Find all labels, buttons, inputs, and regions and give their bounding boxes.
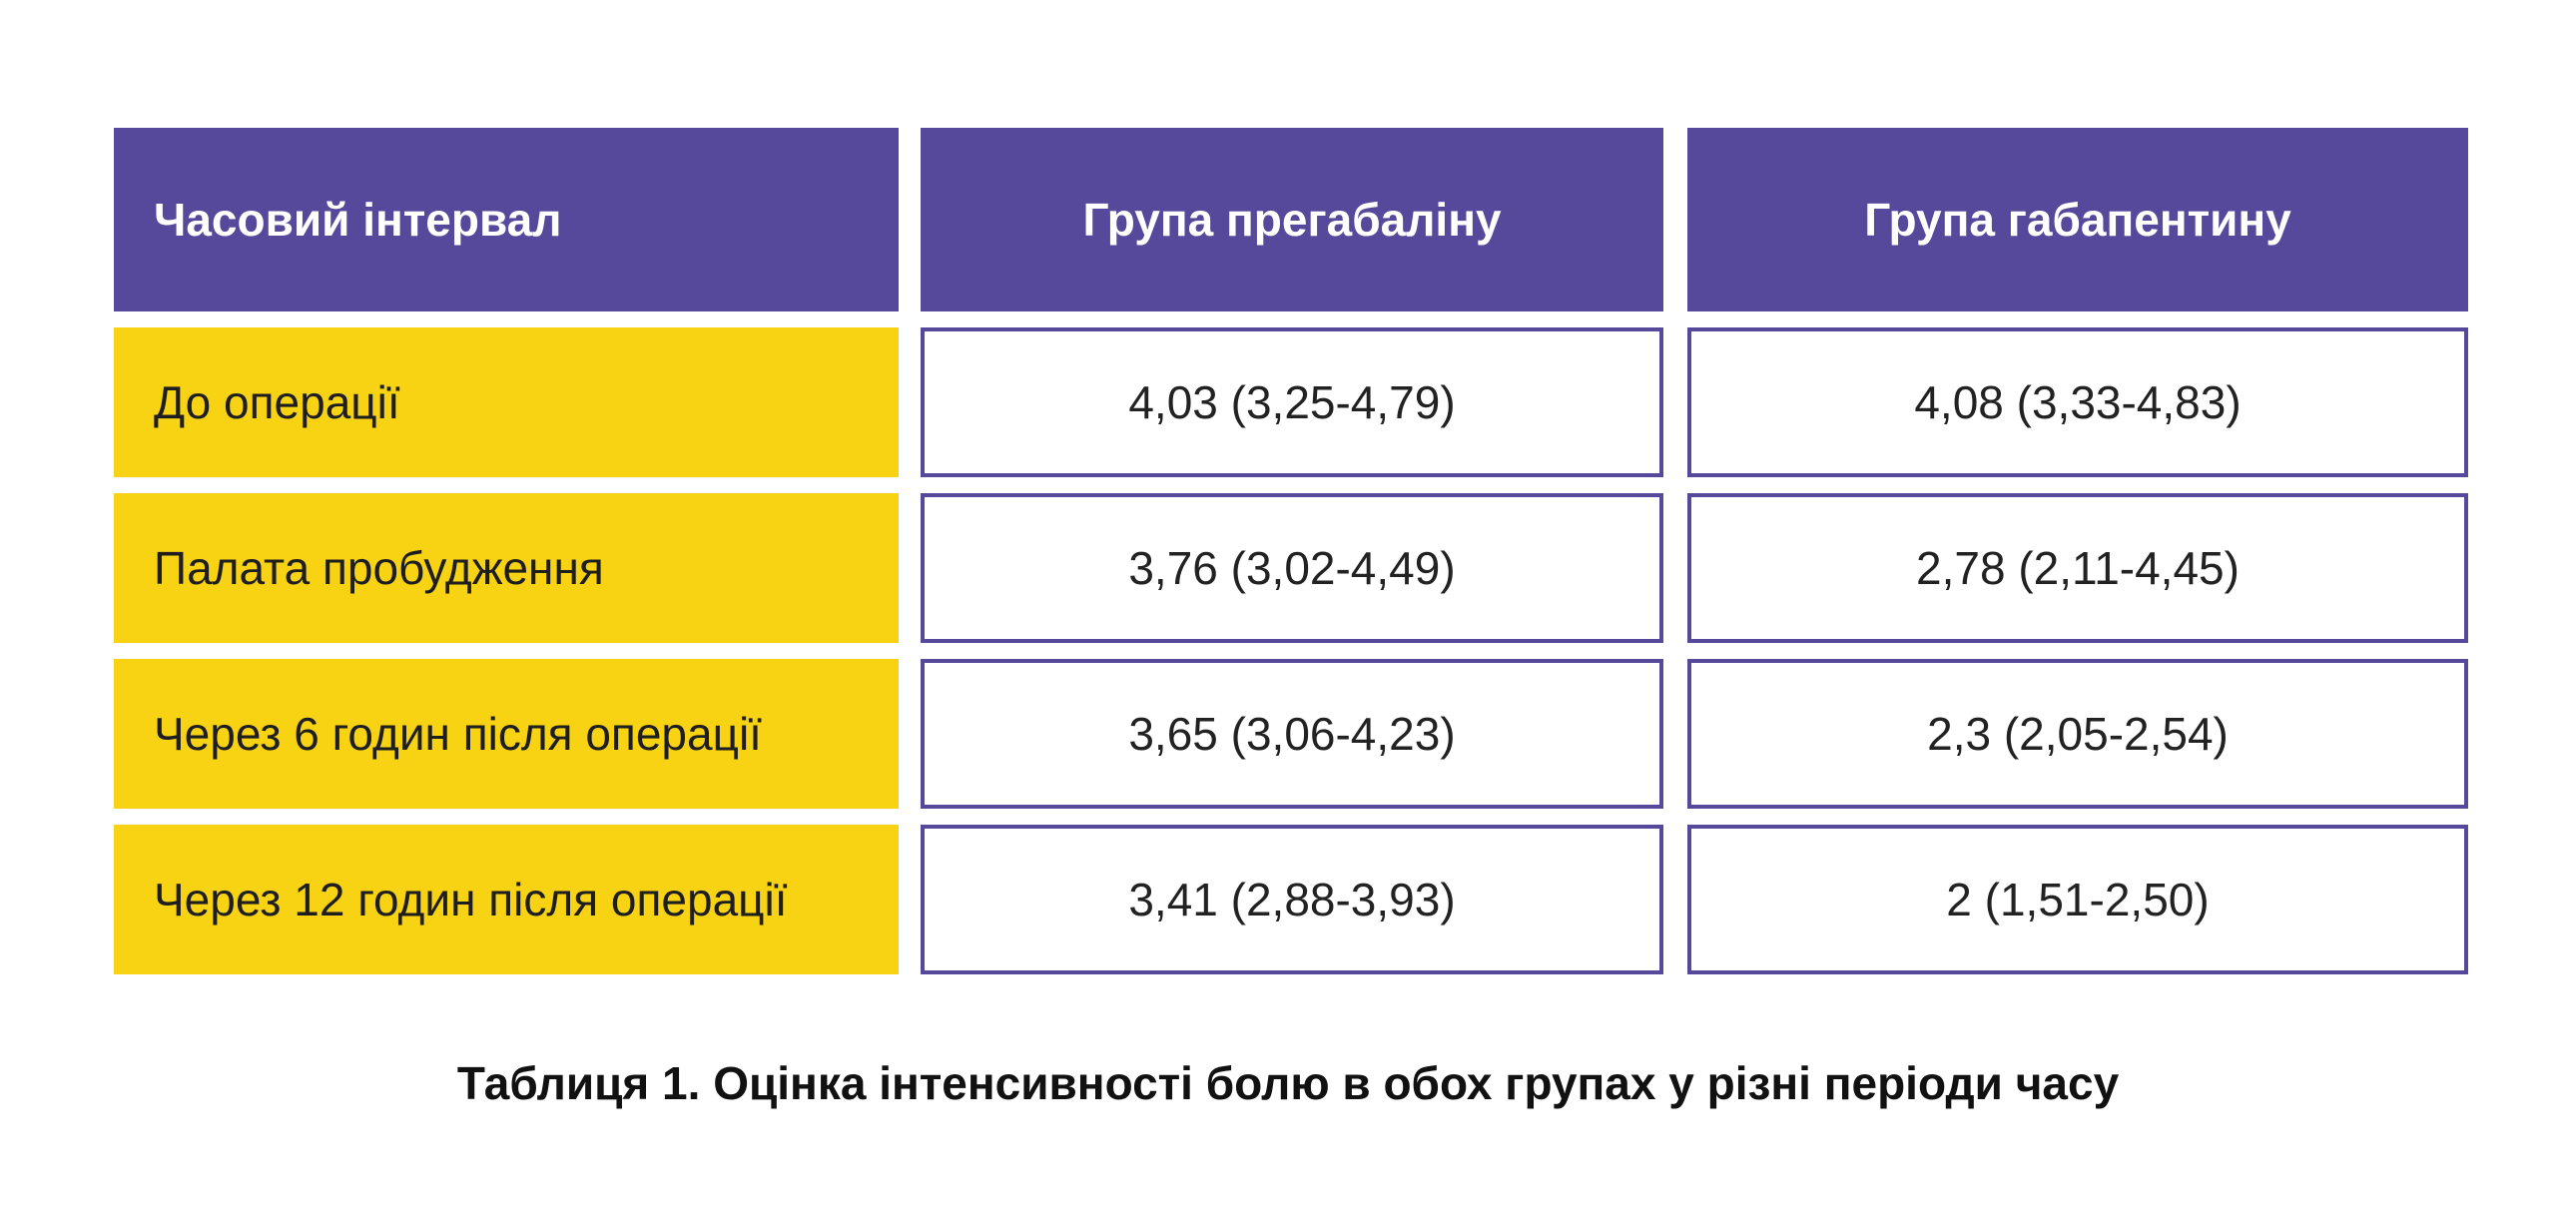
- pregabalin-value: 3,65 (3,06-4,23): [921, 659, 1663, 809]
- header-gabapentin-group: Група габапентину: [1687, 128, 2468, 311]
- header-time-interval: Часовий інтервал: [114, 128, 899, 311]
- pain-intensity-table: Часовий інтервал Група прегабаліну Група…: [114, 128, 2468, 990]
- row-interval-label: Через 12 годин після операції: [114, 825, 899, 974]
- table-row: Через 12 годин після операції 3,41 (2,88…: [114, 825, 2468, 974]
- table-caption: Таблиця 1. Оцінка інтенсивності болю в о…: [456, 1057, 2120, 1109]
- row-interval-label: Через 6 годин після операції: [114, 659, 899, 809]
- table-row: Через 6 годин після операції 3,65 (3,06-…: [114, 659, 2468, 809]
- table-row: Палата пробудження 3,76 (3,02-4,49) 2,78…: [114, 493, 2468, 643]
- header-pregabalin-group: Група прегабаліну: [921, 128, 1663, 311]
- row-interval-label: До операції: [114, 327, 899, 477]
- table-row: До операції 4,03 (3,25-4,79) 4,08 (3,33-…: [114, 327, 2468, 477]
- gabapentin-value: 4,08 (3,33-4,83): [1687, 327, 2468, 477]
- pregabalin-value: 4,03 (3,25-4,79): [921, 327, 1663, 477]
- gabapentin-value: 2,3 (2,05-2,54): [1687, 659, 2468, 809]
- gabapentin-value: 2 (1,51-2,50): [1687, 825, 2468, 974]
- row-interval-label: Палата пробудження: [114, 493, 899, 643]
- pregabalin-value: 3,41 (2,88-3,93): [921, 825, 1663, 974]
- gabapentin-value: 2,78 (2,11-4,45): [1687, 493, 2468, 643]
- pregabalin-value: 3,76 (3,02-4,49): [921, 493, 1663, 643]
- table-header-row: Часовий інтервал Група прегабаліну Група…: [114, 128, 2468, 311]
